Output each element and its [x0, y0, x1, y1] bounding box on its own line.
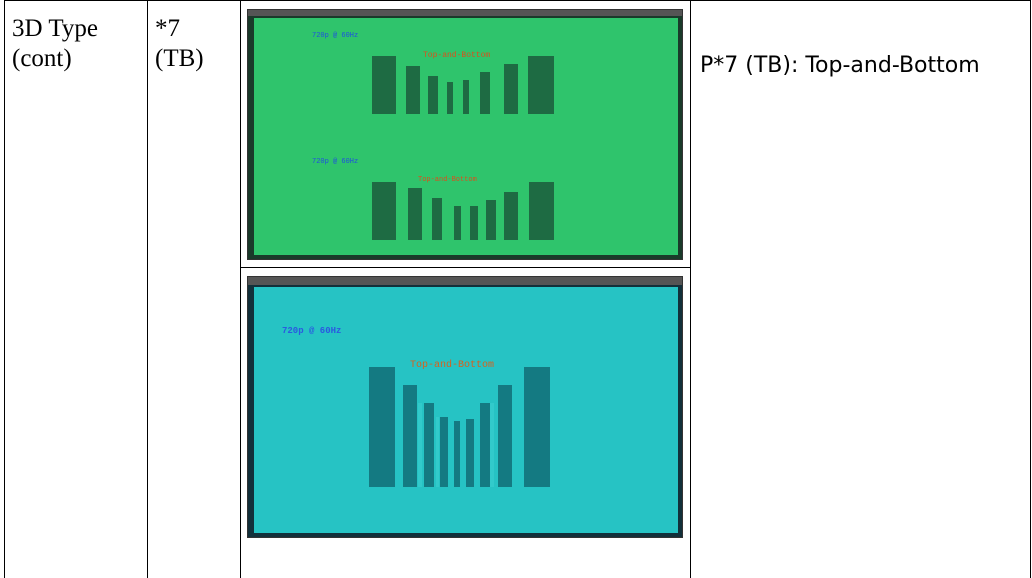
bar: [372, 56, 396, 114]
upper-bar-pattern: [372, 56, 554, 114]
resolution-text: 720p @ 60Hz: [282, 326, 341, 336]
bar: [432, 198, 442, 240]
stretched-bar-pattern: [369, 367, 550, 487]
bar: [372, 182, 396, 240]
image-cell-divider: [240, 267, 690, 268]
bar: [403, 385, 417, 487]
mode-description: P*7 (TB): Top-and-Bottom: [700, 53, 980, 78]
bar: [504, 192, 518, 240]
bar: [454, 206, 461, 240]
table-top-border: [4, 0, 1030, 1]
screen-area: [254, 18, 678, 255]
type-label-line2: (cont): [12, 45, 72, 72]
column-divider-3: [240, 0, 241, 578]
bar: [369, 367, 395, 487]
column-divider-5: [1030, 0, 1031, 578]
column-divider-4: [690, 0, 691, 578]
bar: [463, 80, 469, 114]
mode-code-cell: *7 (TB): [155, 14, 204, 74]
bar: [480, 403, 490, 487]
lower-bar-pattern: [372, 182, 554, 240]
mode-code-line1: *7: [155, 15, 180, 42]
bar: [440, 417, 448, 487]
type-label-line1: 3D Type: [12, 15, 98, 42]
bar: [528, 56, 554, 114]
bar: [454, 421, 460, 487]
type-label-cell: 3D Type (cont): [12, 14, 98, 74]
bar: [428, 76, 438, 114]
bar: [406, 66, 420, 114]
lower-mode-text: Top-and-Bottom: [418, 176, 477, 184]
bar: [466, 419, 474, 487]
upper-mode-text: Top-and-Bottom: [423, 51, 490, 60]
top-and-bottom-output-photo: 720p @ 60Hz Top-and-Bottom: [248, 277, 682, 537]
column-divider-1: [4, 0, 5, 578]
mode-text: Top-and-Bottom: [410, 359, 494, 371]
bar: [524, 367, 550, 487]
top-and-bottom-input-photo: 720p @ 60Hz Top-and-Bottom 720p @ 60Hz T…: [248, 10, 682, 259]
bar: [486, 200, 496, 240]
screen-area: [254, 287, 678, 533]
bar: [498, 385, 512, 487]
mode-code-line2: (TB): [155, 45, 204, 72]
upper-resolution-text: 720p @ 60Hz: [312, 32, 358, 40]
bar: [447, 82, 453, 114]
bar: [480, 72, 490, 114]
column-divider-2: [147, 0, 148, 578]
bar: [470, 206, 478, 240]
lower-resolution-text: 720p @ 60Hz: [312, 158, 358, 166]
bar: [504, 64, 518, 114]
bar: [529, 182, 554, 240]
bar: [408, 188, 422, 240]
bar: [424, 403, 434, 487]
